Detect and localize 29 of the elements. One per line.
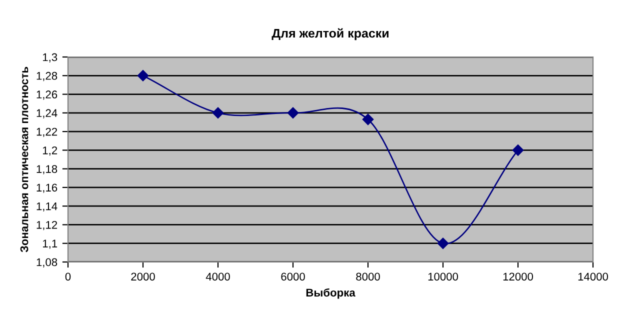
point [512, 144, 524, 156]
point [212, 107, 224, 119]
y-tick-label: 1,12 [36, 220, 58, 230]
point [287, 107, 299, 119]
y-tick-label: 1,3 [42, 53, 58, 62]
x-tick-label: 14000 [578, 272, 608, 281]
x-tick-label: 0 [65, 272, 71, 281]
y-tick-label: 1,24 [36, 109, 58, 118]
y-tick-label: 1,22 [36, 128, 58, 137]
x-tick-label: 2000 [131, 272, 155, 281]
y-axis-title: Зональная оптическая плотность [20, 66, 28, 252]
y-tick-label: 1,26 [36, 90, 58, 100]
point [137, 70, 149, 82]
x-tick-label: 12000 [503, 272, 534, 281]
point [362, 114, 374, 126]
y-tick-label: 1,16 [36, 184, 58, 193]
x-tick-label: 4000 [206, 272, 230, 281]
y-tick-label: 1,28 [36, 72, 58, 82]
y-tick-label: 1,2 [42, 146, 58, 156]
x-tick-label: 8000 [356, 272, 380, 281]
y-tick-label: 1,08 [36, 258, 58, 268]
y-tick-label: 1,1 [42, 240, 58, 249]
chart-title: Для желтой краски [272, 28, 388, 40]
x-tick-label: 6000 [281, 272, 305, 281]
y-tick-label: 1,14 [36, 202, 58, 212]
point [437, 238, 449, 249]
x-axis-title: Выборка [306, 288, 356, 299]
y-tick-label: 1,18 [36, 165, 58, 174]
x-tick-label: 10000 [428, 272, 458, 281]
